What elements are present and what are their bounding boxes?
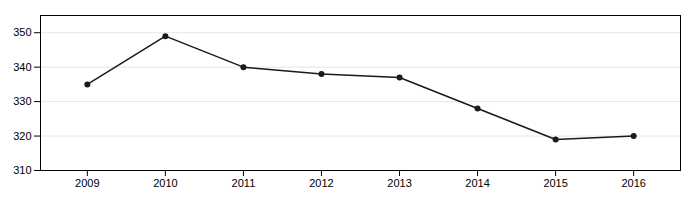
svg-text:2013: 2013 (387, 177, 411, 189)
svg-text:310: 310 (13, 164, 31, 176)
svg-text:2010: 2010 (153, 177, 177, 189)
svg-text:2014: 2014 (465, 177, 489, 189)
svg-text:320: 320 (13, 130, 31, 142)
svg-text:2009: 2009 (75, 177, 99, 189)
svg-text:2016: 2016 (621, 177, 645, 189)
svg-text:330: 330 (13, 95, 31, 107)
svg-text:2015: 2015 (543, 177, 567, 189)
svg-text:340: 340 (13, 61, 31, 73)
svg-text:2011: 2011 (232, 177, 256, 189)
svg-text:2012: 2012 (309, 177, 333, 189)
svg-text:350: 350 (13, 26, 31, 38)
